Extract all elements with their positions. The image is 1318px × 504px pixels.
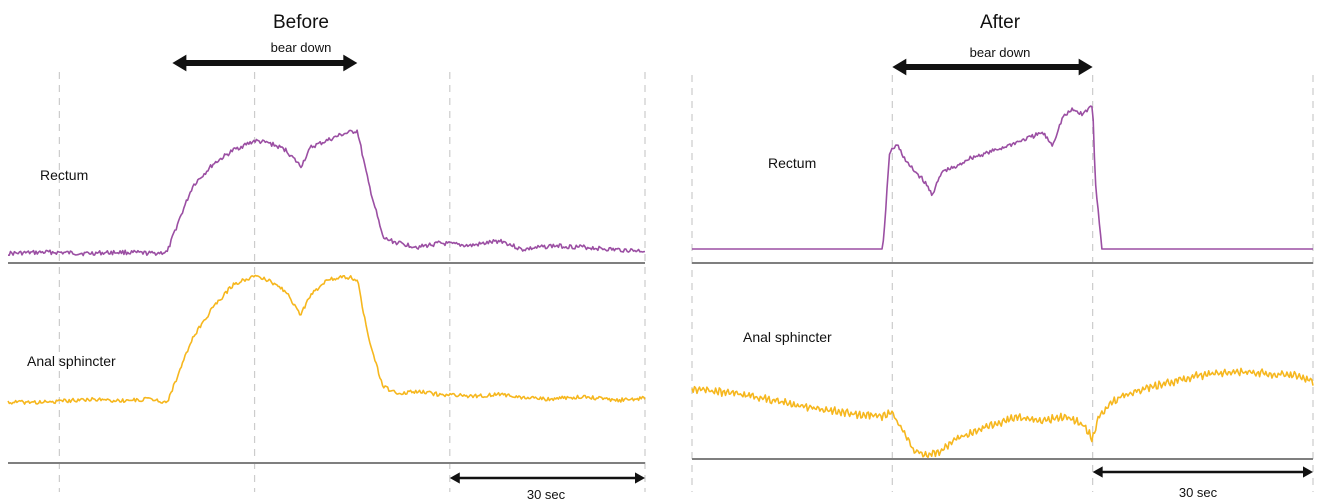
panel-title: Before [273,12,329,33]
gridlines [58,72,646,492]
scale-label: 30 sec [527,487,566,502]
rectum-label: Rectum [768,155,816,171]
scale-label: 30 sec [1179,485,1218,500]
bear-down-label: bear down [970,45,1031,60]
panel-title: After [980,12,1021,33]
rectum-trace [8,129,646,257]
rectum-trace [692,105,1313,250]
after-panel: After bear down Rectum Anal sphincter 30… [691,12,1314,500]
bear-down-label: bear down [271,40,332,55]
sphincter-trace [691,367,1314,459]
scale-bar-arrow-head-right [635,472,645,484]
bear-down-arrow-head-left [172,54,187,72]
bear-down-arrow-head-right [343,54,358,72]
scale-bar-arrow-head-left [1092,466,1103,478]
bear-down-arrow-head-left [892,58,907,76]
rectum-label: Rectum [40,167,88,183]
scale-bar-arrow-head-left [449,472,460,484]
scale-bar-arrow-head-right [1303,466,1313,478]
before-panel: Before bear down Rectum Anal sphincter 3… [7,12,646,502]
sphincter-trace [7,274,646,405]
bear-down-arrow-head-right [1078,58,1093,76]
sphincter-label: Anal sphincter [743,329,832,345]
gridlines [691,75,1314,492]
sphincter-label: Anal sphincter [27,353,116,369]
